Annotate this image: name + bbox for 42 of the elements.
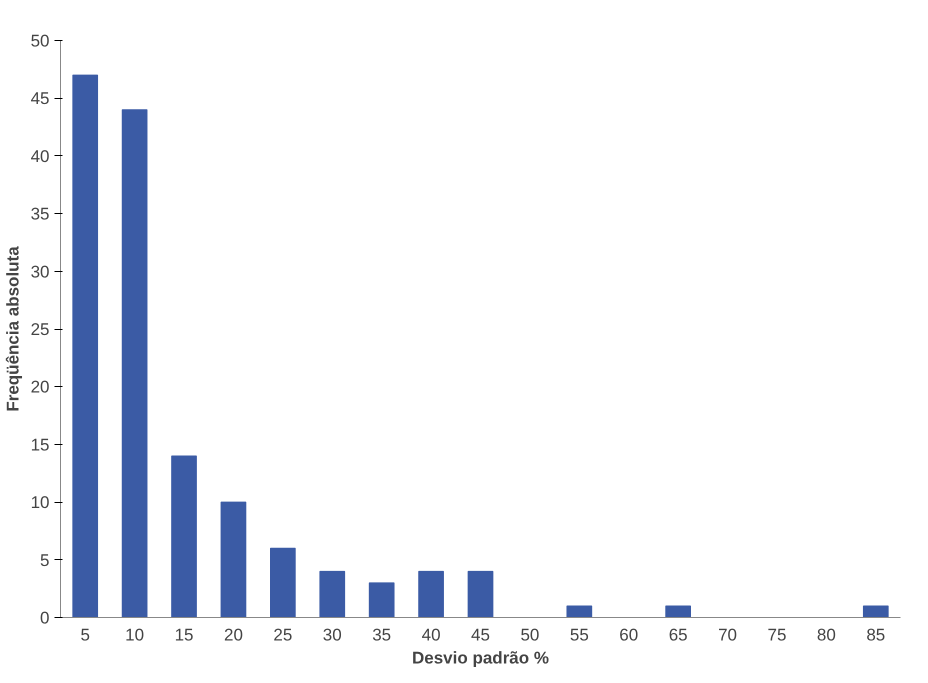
- bar: [171, 455, 197, 618]
- y-tick-label: 15: [30, 435, 50, 454]
- y-tick-label: 30: [30, 262, 50, 282]
- bar: [862, 605, 889, 618]
- y-axis-title: Freqüência absoluta: [4, 246, 23, 412]
- bar: [665, 605, 691, 618]
- x-tick-label: 60: [619, 626, 638, 644]
- x-tick-label: 10: [125, 626, 144, 644]
- bar: [319, 570, 346, 618]
- x-tick-label: 35: [372, 626, 392, 644]
- y-tick-label: 10: [30, 493, 50, 512]
- x-axis-title: Desvio padrão %: [412, 648, 550, 668]
- bar: [418, 570, 444, 618]
- x-tick-label: 15: [174, 626, 194, 644]
- x-tick-label: 30: [322, 626, 342, 644]
- y-tick-label: 25: [30, 320, 50, 339]
- x-tick-label: 85: [866, 626, 886, 644]
- x-tick-label: 75: [768, 626, 786, 644]
- bar: [468, 570, 494, 618]
- y-tick-label: 45: [30, 89, 50, 108]
- x-tick-label: 20: [224, 626, 243, 644]
- y-tick-label: 50: [30, 32, 50, 50]
- y-tick-label: 40: [30, 146, 50, 166]
- x-tick-label: 80: [816, 626, 836, 644]
- y-tick-label: 35: [30, 204, 50, 224]
- bar: [122, 109, 148, 618]
- x-tick-label: 55: [570, 626, 589, 644]
- y-tick-label: 5: [40, 550, 50, 570]
- x-tick-label: 50: [520, 626, 540, 644]
- bar: [270, 548, 296, 618]
- x-tick-label: 5: [80, 626, 90, 644]
- x-tick-label: 70: [718, 626, 738, 644]
- x-tick-label: 45: [471, 626, 490, 644]
- x-tick-label: 25: [273, 626, 292, 644]
- bar: [566, 605, 592, 618]
- bar: [72, 74, 98, 618]
- x-tick-label: 65: [668, 626, 688, 644]
- bar: [220, 502, 246, 618]
- x-tick-label: 40: [422, 626, 441, 644]
- y-tick-label: 0: [40, 608, 50, 628]
- y-tick-label: 20: [30, 378, 50, 397]
- bar: [368, 582, 395, 618]
